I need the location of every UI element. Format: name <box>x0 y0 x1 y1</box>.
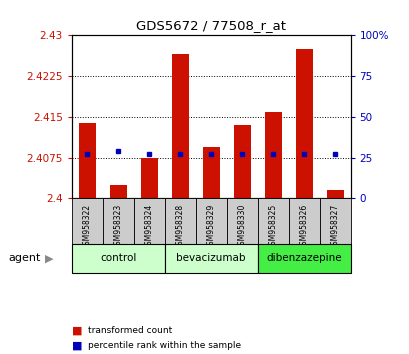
Bar <box>103 198 133 244</box>
Text: ■: ■ <box>72 326 82 336</box>
Bar <box>72 198 103 244</box>
Bar <box>72 244 164 273</box>
Text: GSM958322: GSM958322 <box>83 204 92 250</box>
Text: ▶: ▶ <box>45 253 54 263</box>
Bar <box>226 198 257 244</box>
Bar <box>133 198 164 244</box>
Text: GSM958327: GSM958327 <box>330 204 339 250</box>
Text: control: control <box>100 253 136 263</box>
Bar <box>288 198 319 244</box>
Bar <box>319 198 350 244</box>
Text: agent: agent <box>8 253 40 263</box>
Bar <box>164 244 257 273</box>
Bar <box>233 125 250 198</box>
Bar <box>164 198 195 244</box>
Text: GSM958323: GSM958323 <box>113 204 122 250</box>
Bar <box>295 49 312 198</box>
Text: ■: ■ <box>72 340 82 350</box>
Bar <box>257 198 288 244</box>
Text: GSM958330: GSM958330 <box>237 204 246 250</box>
Bar <box>79 123 96 198</box>
Bar <box>264 113 281 198</box>
Text: GDS5672 / 77508_r_at: GDS5672 / 77508_r_at <box>136 19 285 32</box>
Bar <box>202 147 219 198</box>
Text: transformed count: transformed count <box>88 326 172 336</box>
Text: GSM958325: GSM958325 <box>268 204 277 250</box>
Bar <box>171 55 188 198</box>
Text: bevacizumab: bevacizumab <box>176 253 245 263</box>
Text: percentile rank within the sample: percentile rank within the sample <box>88 341 240 350</box>
Text: GSM958324: GSM958324 <box>144 204 153 250</box>
Text: GSM958326: GSM958326 <box>299 204 308 250</box>
Bar <box>326 190 343 198</box>
Text: GSM958329: GSM958329 <box>206 204 215 250</box>
Bar <box>140 158 157 198</box>
Bar <box>110 185 126 198</box>
Text: dibenzazepine: dibenzazepine <box>265 253 341 263</box>
Text: GSM958328: GSM958328 <box>175 204 184 250</box>
Bar <box>257 244 350 273</box>
Bar <box>195 198 226 244</box>
